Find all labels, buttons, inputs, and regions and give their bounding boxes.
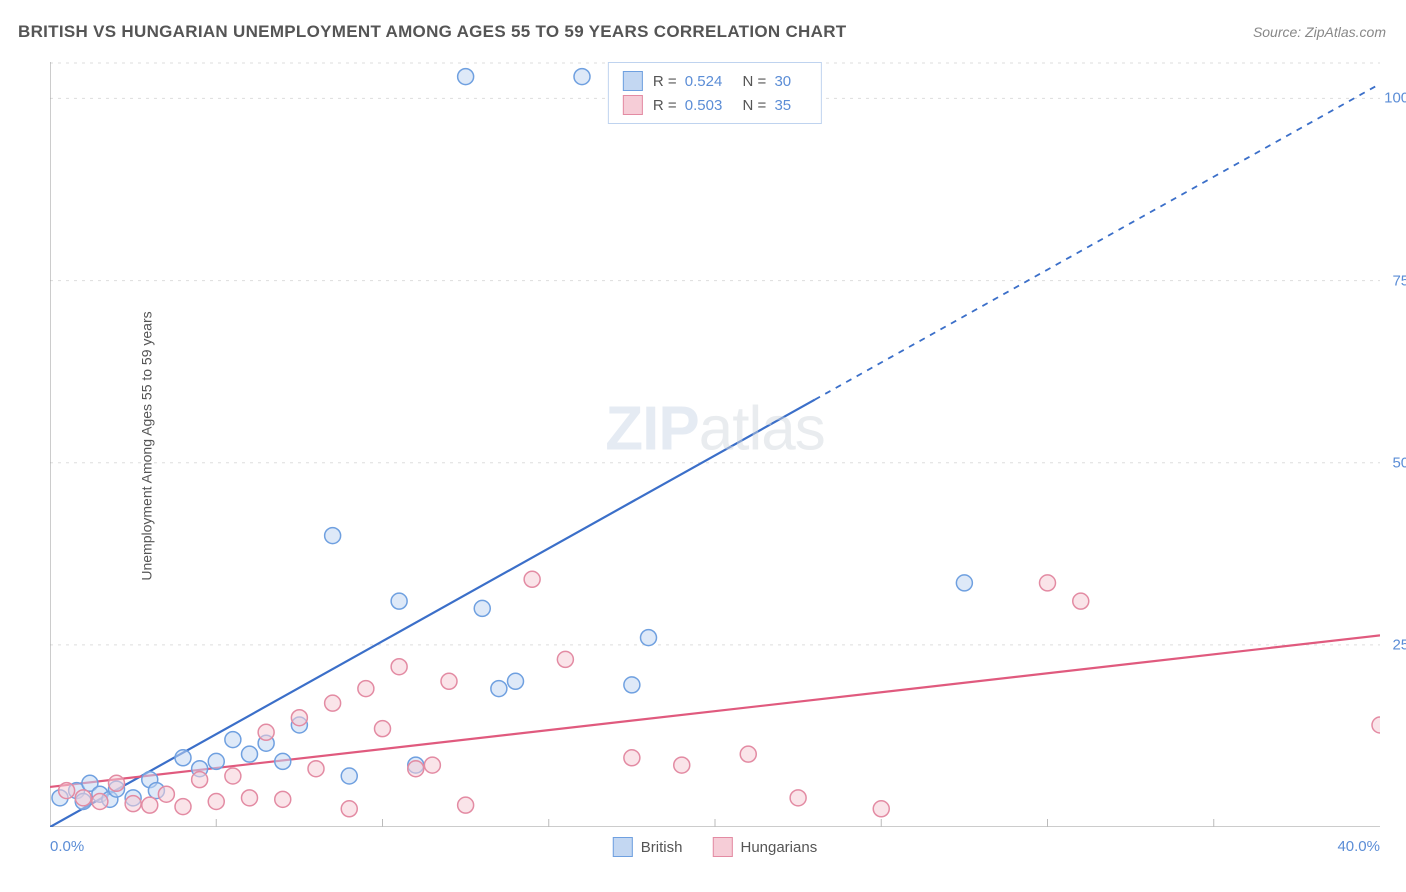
legend-label: Hungarians [740,839,817,856]
scatter-plot [50,62,1380,827]
y-tick-label: 25.0% [1392,636,1406,653]
legend-stat-text: R = 0.524 N = 30 [653,73,807,90]
chart-area: ZIPatlas R = 0.524 N = 30R = 0.503 N = 3… [50,62,1380,827]
legend-label: British [641,839,683,856]
legend-swatch [712,837,732,857]
chart-title: BRITISH VS HUNGARIAN UNEMPLOYMENT AMONG … [18,22,846,42]
legend-item: Hungarians [712,837,817,857]
y-tick-label: 75.0% [1392,272,1406,289]
correlation-legend: R = 0.524 N = 30 R = 0.503 N = 35 [608,62,822,124]
legend-swatch [613,837,633,857]
legend-item: British [613,837,683,857]
legend-stat-text: R = 0.503 N = 35 [653,97,807,114]
legend-swatch [623,71,643,91]
series-legend: British Hungarians [613,837,817,857]
x-tick-start: 0.0% [50,838,84,855]
source-attribution: Source: ZipAtlas.com [1253,24,1386,40]
legend-swatch [623,95,643,115]
y-tick-label: 100.0% [1384,90,1406,107]
y-tick-label: 50.0% [1392,454,1406,471]
x-tick-end: 40.0% [1337,838,1380,855]
